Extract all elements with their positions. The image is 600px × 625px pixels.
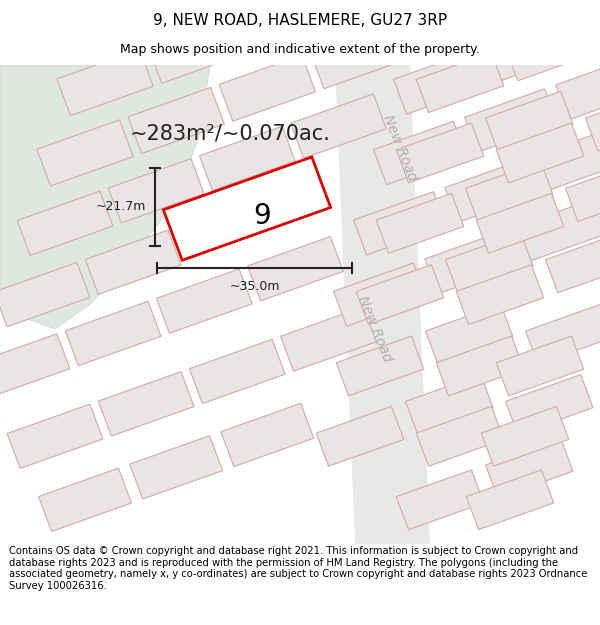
- Polygon shape: [330, 0, 427, 18]
- Polygon shape: [281, 307, 376, 371]
- Text: Contains OS data © Crown copyright and database right 2021. This information is : Contains OS data © Crown copyright and d…: [9, 546, 587, 591]
- Polygon shape: [130, 436, 223, 499]
- Polygon shape: [506, 374, 593, 434]
- Polygon shape: [85, 230, 181, 294]
- Text: New Road: New Road: [380, 113, 419, 183]
- Polygon shape: [7, 404, 103, 468]
- Polygon shape: [221, 403, 314, 467]
- Polygon shape: [536, 127, 600, 190]
- Polygon shape: [190, 339, 285, 404]
- Polygon shape: [248, 236, 343, 301]
- Polygon shape: [334, 263, 427, 326]
- Polygon shape: [336, 336, 424, 396]
- Polygon shape: [219, 55, 316, 121]
- Polygon shape: [496, 336, 584, 396]
- Polygon shape: [556, 56, 600, 120]
- Polygon shape: [406, 374, 493, 434]
- Polygon shape: [128, 88, 224, 154]
- Polygon shape: [485, 91, 573, 151]
- Polygon shape: [466, 162, 553, 221]
- Polygon shape: [38, 468, 131, 531]
- Polygon shape: [310, 22, 407, 89]
- Polygon shape: [425, 231, 518, 294]
- Polygon shape: [516, 198, 600, 261]
- Polygon shape: [65, 301, 161, 366]
- Polygon shape: [576, 0, 600, 49]
- Polygon shape: [199, 126, 295, 191]
- Text: New Road: New Road: [355, 294, 395, 364]
- Polygon shape: [376, 193, 464, 253]
- Polygon shape: [0, 334, 70, 398]
- Polygon shape: [485, 19, 578, 82]
- Polygon shape: [353, 192, 446, 255]
- Polygon shape: [396, 470, 484, 529]
- Polygon shape: [586, 91, 600, 151]
- Polygon shape: [476, 193, 564, 253]
- Text: ~35.0m: ~35.0m: [229, 280, 280, 293]
- Text: 9: 9: [253, 202, 271, 231]
- Polygon shape: [109, 159, 204, 223]
- Polygon shape: [481, 406, 569, 466]
- Polygon shape: [57, 49, 153, 116]
- Polygon shape: [466, 470, 554, 529]
- Polygon shape: [545, 233, 600, 292]
- Polygon shape: [394, 51, 487, 114]
- Polygon shape: [17, 191, 113, 256]
- Polygon shape: [335, 65, 430, 544]
- Polygon shape: [416, 406, 504, 466]
- Text: ~283m²/~0.070ac.: ~283m²/~0.070ac.: [130, 123, 331, 143]
- Polygon shape: [396, 123, 484, 183]
- Polygon shape: [446, 233, 533, 292]
- Text: ~21.7m: ~21.7m: [95, 200, 146, 213]
- Polygon shape: [316, 406, 404, 466]
- Text: 9, NEW ROAD, HASLEMERE, GU27 3RP: 9, NEW ROAD, HASLEMERE, GU27 3RP: [153, 13, 447, 28]
- Polygon shape: [356, 265, 444, 324]
- Polygon shape: [566, 162, 600, 221]
- Text: Map shows position and indicative extent of the property.: Map shows position and indicative extent…: [120, 43, 480, 56]
- Polygon shape: [485, 438, 573, 498]
- Polygon shape: [436, 336, 524, 396]
- Polygon shape: [163, 157, 331, 260]
- Polygon shape: [37, 120, 133, 186]
- Polygon shape: [239, 0, 335, 51]
- Polygon shape: [506, 21, 593, 81]
- Polygon shape: [157, 269, 252, 333]
- Polygon shape: [465, 89, 557, 152]
- Polygon shape: [374, 121, 466, 184]
- Polygon shape: [526, 304, 600, 364]
- Polygon shape: [0, 262, 90, 327]
- Polygon shape: [445, 159, 538, 222]
- Polygon shape: [290, 94, 386, 158]
- Polygon shape: [98, 372, 194, 436]
- Polygon shape: [148, 17, 244, 83]
- Polygon shape: [0, 65, 210, 329]
- Polygon shape: [425, 304, 513, 364]
- Polygon shape: [496, 123, 584, 183]
- Polygon shape: [456, 265, 544, 324]
- Polygon shape: [416, 52, 504, 112]
